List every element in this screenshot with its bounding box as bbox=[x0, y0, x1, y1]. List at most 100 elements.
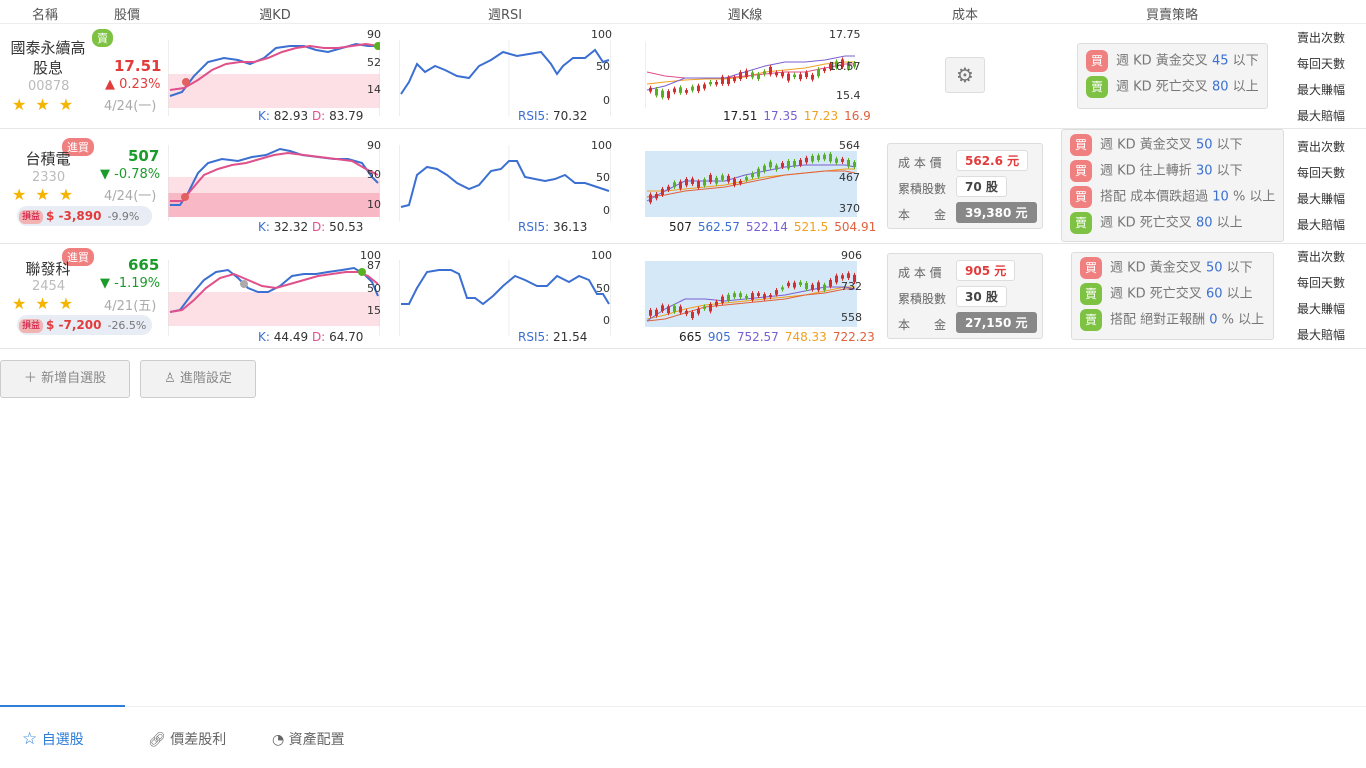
candle bbox=[805, 72, 808, 78]
stat-max-loss: 最大賠幅 bbox=[1297, 109, 1346, 123]
candle bbox=[649, 194, 652, 203]
price-date: 4/24(一) bbox=[104, 189, 157, 204]
candle bbox=[793, 74, 796, 78]
stat-sell-count: 賣出次數 bbox=[1297, 250, 1346, 264]
stock-row-2330[interactable]: 進買 台積電 2330 ★★★ 507 ▼ -0.78% 4/24(一) 損益 $… bbox=[0, 129, 1366, 244]
candle bbox=[817, 282, 820, 291]
candle bbox=[733, 178, 736, 186]
candle bbox=[727, 77, 730, 85]
candle bbox=[829, 153, 832, 162]
price-date: 4/21(五) bbox=[104, 299, 157, 314]
candle bbox=[703, 179, 706, 186]
candle bbox=[685, 178, 688, 186]
kline-tick: 467 bbox=[839, 171, 860, 184]
strategy-box[interactable]: 買週 KD 黃金交叉 45 以下賣週 KD 死亡交叉 80 以上 bbox=[1077, 43, 1268, 109]
candle bbox=[787, 282, 790, 287]
kd-tick: 14 bbox=[367, 83, 381, 96]
stock-name[interactable]: 台積電 bbox=[25, 150, 71, 168]
table-header: 名稱 股價 週KD 週RSI 週K線 成本 買賣策略 bbox=[0, 0, 1366, 24]
candle bbox=[679, 306, 682, 313]
add-watchlist-button[interactable]: ＋ 新增自選股 bbox=[0, 360, 130, 398]
strategy-box[interactable]: 買週 KD 黃金交叉 50 以下賣週 KD 死亡交叉 60 以上賣搭配 絕對正報… bbox=[1071, 252, 1274, 340]
strategy-box[interactable]: 買週 KD 黃金交叉 50 以下買週 KD 往上轉折 30 以下買搭配 成本價跌… bbox=[1061, 129, 1284, 242]
stat-sell-count: 賣出次數 bbox=[1297, 31, 1346, 45]
kline-values: 507 562.57 522.14 521.5 504.91 bbox=[669, 220, 877, 234]
sell-badge: 賣 bbox=[1080, 309, 1102, 331]
candle bbox=[751, 293, 754, 300]
sell-badge: 賣 bbox=[1070, 212, 1092, 234]
candle bbox=[703, 306, 706, 309]
profit-loss-badge: 損益 $ -3,890 -9.9% bbox=[17, 206, 152, 226]
sell-badge: 賣 bbox=[1086, 76, 1108, 98]
candle bbox=[781, 287, 784, 290]
stock-name[interactable]: 聯發科 bbox=[25, 260, 71, 278]
price-change: ▼ -0.78% bbox=[100, 167, 161, 182]
profit-loss-badge: 損益 $ -7,200 -26.5% bbox=[17, 315, 152, 335]
cost-box[interactable]: 成 本 價 562.6 元 累積股數 70 股 本 金 39,380 元 bbox=[887, 143, 1043, 229]
candle bbox=[661, 90, 664, 98]
candle bbox=[679, 87, 682, 93]
candle bbox=[847, 159, 850, 167]
rsi-value: RSI5: 70.32 bbox=[518, 109, 588, 123]
candle bbox=[697, 308, 700, 314]
stat-max-gain: 最大賺幅 bbox=[1297, 302, 1346, 316]
candle bbox=[703, 84, 706, 89]
tab-watchlist[interactable]: ☆ 自選股 bbox=[22, 729, 84, 749]
candle bbox=[685, 90, 688, 93]
rsi-tick: 50 bbox=[596, 171, 610, 184]
kd-tick: 50 bbox=[367, 168, 381, 181]
candle bbox=[721, 76, 724, 84]
candle bbox=[739, 72, 742, 79]
gear-icon[interactable]: ⚙ bbox=[945, 57, 985, 93]
stat-max-loss: 最大賠幅 bbox=[1297, 218, 1346, 232]
kd-chart bbox=[168, 260, 380, 336]
stat-days-per-round: 每回天數 bbox=[1297, 166, 1346, 180]
kline-values: 17.51 17.35 17.23 16.9 bbox=[723, 109, 871, 123]
candle bbox=[793, 160, 796, 166]
user-icon: ♙ bbox=[164, 371, 176, 386]
candle bbox=[817, 69, 820, 77]
strategy-rule: 賣搭配 絕對正報酬 0 % 以上 bbox=[1080, 309, 1264, 332]
capital-value: 27,150 元 bbox=[956, 312, 1037, 333]
candle bbox=[775, 72, 778, 76]
tab-spread-dividend[interactable]: 🔗︎ 價差股利 bbox=[148, 732, 227, 748]
price-change: ▼ -1.19% bbox=[100, 276, 161, 291]
stock-code: 00878 bbox=[28, 79, 70, 94]
kd-tick: 15 bbox=[367, 304, 381, 317]
bottom-tab-bar: ☆ 自選股 🔗︎ 價差股利 ◔ 資產配置 bbox=[0, 705, 1366, 768]
header-strategy: 買賣策略 bbox=[1145, 8, 1199, 23]
stock-row-2454[interactable]: 進買 聯發科 2454 ★★★ 665 ▼ -1.19% 4/21(五) 損益 $… bbox=[0, 244, 1366, 349]
tab-asset-allocation[interactable]: ◔ 資產配置 bbox=[272, 732, 345, 748]
advanced-settings-button[interactable]: ♙ 進階設定 bbox=[140, 360, 256, 398]
kd-tick: 50 bbox=[367, 282, 381, 295]
kd-chart bbox=[168, 145, 380, 221]
candle bbox=[763, 165, 766, 172]
stock-row-00878[interactable]: 賣 國泰永續高 股息 00878 ★★★ 17.51 ▲ 0.23% 4/24(一… bbox=[0, 24, 1366, 129]
buy-badge: 買 bbox=[1070, 186, 1092, 208]
avg-cost-value: 905 元 bbox=[956, 260, 1016, 281]
kline-tick: 558 bbox=[841, 311, 862, 324]
candle bbox=[763, 294, 766, 299]
rsi-tick: 0 bbox=[603, 314, 610, 327]
strategy-rule: 買週 KD 黃金交叉 50 以下 bbox=[1080, 257, 1253, 280]
candle bbox=[811, 74, 814, 80]
header-rsi: 週RSI bbox=[487, 8, 523, 23]
kline-tick: 732 bbox=[841, 280, 862, 293]
candle bbox=[685, 310, 688, 315]
stock-name[interactable]: 國泰永續高 股息 bbox=[10, 39, 86, 77]
candle bbox=[763, 71, 766, 75]
candle bbox=[823, 284, 826, 291]
candle bbox=[787, 73, 790, 81]
candle bbox=[661, 188, 664, 195]
sell-tag: 賣 bbox=[92, 29, 113, 47]
strategy-rule: 買週 KD 黃金交叉 45 以下 bbox=[1086, 50, 1259, 73]
strategy-rule: 賣週 KD 死亡交叉 80 以上 bbox=[1070, 212, 1243, 235]
candle bbox=[781, 162, 784, 168]
candle bbox=[787, 160, 790, 169]
plus-icon: ＋ bbox=[23, 371, 37, 386]
stock-code: 2330 bbox=[32, 170, 66, 185]
cost-box[interactable]: 成 本 價 905 元 累積股數 30 股 本 金 27,150 元 bbox=[887, 253, 1043, 339]
stat-max-loss: 最大賠幅 bbox=[1297, 328, 1346, 342]
candle bbox=[721, 296, 724, 303]
buy-badge: 買 bbox=[1086, 50, 1108, 72]
